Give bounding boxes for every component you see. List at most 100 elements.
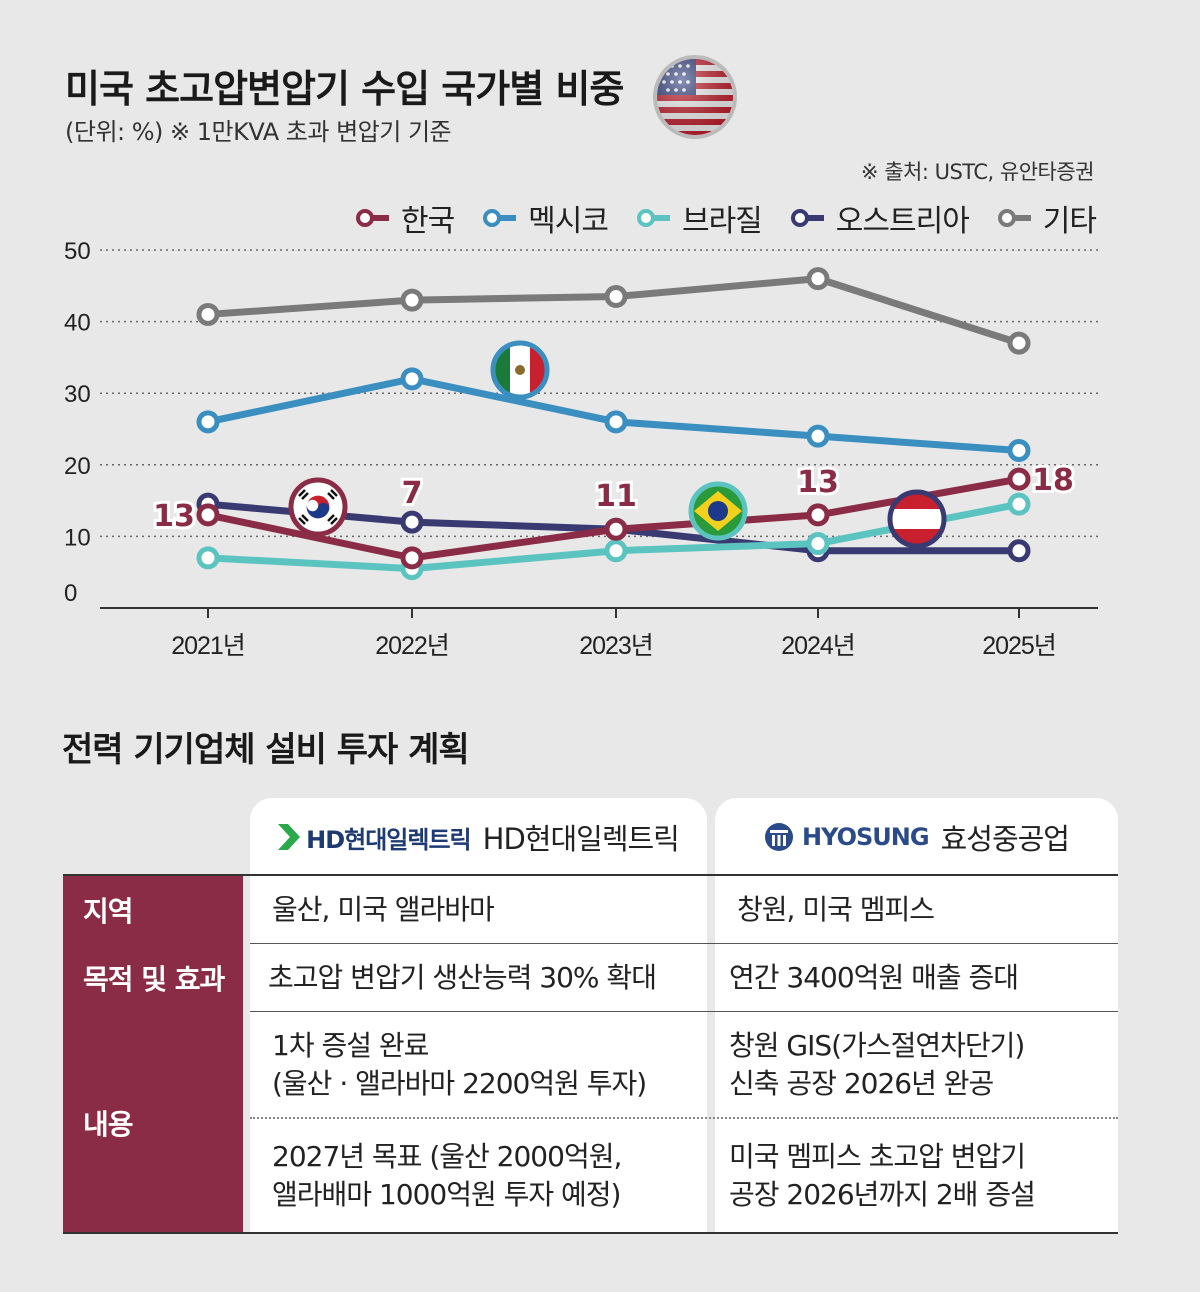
data-label-korea: 11 (595, 479, 637, 514)
page-subtitle: (단위: %) ※ 1만KVA 초과 변압기 기준 (65, 118, 452, 146)
hd-logo: HD현대일렉트릭 (278, 820, 472, 855)
cell-hyosung-region: 창원, 미국 멤피스 (715, 876, 1118, 944)
page-title: 미국 초고압변압기 수입 국가별 비중 (65, 67, 624, 111)
data-point (806, 267, 830, 291)
y-tick-label: 50 (64, 238, 91, 265)
cell-hd-region: 울산, 미국 앨라바마 (250, 876, 707, 944)
table-rule (250, 1011, 1118, 1012)
data-point (806, 532, 830, 556)
data-point (196, 410, 220, 434)
grid-lines: 0 10 20 30 40 50 (64, 238, 1098, 607)
x-tick-label: 2025년 (982, 632, 1056, 660)
hyosung-logo-text: HYOSUNG (802, 823, 930, 851)
chart-legend: 한국 멕시코 브라질 오스트리아 기타 (353, 196, 1097, 240)
cell-text: 울산, 미국 앨라바마 (272, 893, 495, 926)
data-point (1007, 492, 1031, 516)
legend-item-brazil: 브라질 (634, 196, 763, 240)
x-tick-label: 2021년 (171, 632, 245, 660)
hd-chevron-icon (278, 824, 301, 850)
data-point (1007, 467, 1031, 491)
data-point (806, 503, 830, 527)
x-tick-label: 2024년 (781, 632, 855, 660)
cell-text: 창원, 미국 멤피스 (737, 893, 935, 926)
brazil-flag-icon (688, 481, 748, 541)
data-point (604, 539, 628, 563)
y-tick-label: 40 (64, 310, 91, 337)
hyosung-emblem-icon (765, 823, 793, 851)
data-point (1007, 539, 1031, 563)
legend-label-austria: 오스트리아 (835, 204, 970, 239)
y-tick-label: 0 (64, 580, 77, 607)
cell-text: 미국 멤피스 초고압 변압기 (729, 1139, 1026, 1173)
x-tick-label: 2023년 (579, 632, 653, 660)
data-point (1007, 331, 1031, 355)
legend-item-korea: 한국 (353, 196, 455, 240)
country-flags (288, 340, 947, 549)
company-header-hyosung: HYOSUNG 효성중공업 (715, 798, 1118, 876)
table-rule (250, 943, 1118, 944)
legend-label-brazil: 브라질 (681, 204, 763, 239)
legend-item-austria: 오스트리아 (788, 196, 970, 240)
row-label-content: 내용 (63, 1012, 243, 1233)
data-point (196, 546, 220, 570)
cell-text: 창원 GIS(가스절연차단기) (729, 1029, 1025, 1062)
y-tick-label: 10 (64, 524, 91, 551)
data-point (196, 302, 220, 326)
data-label-korea: 18 (1032, 463, 1074, 498)
data-label-korea: 13 (797, 465, 839, 500)
data-point (400, 510, 424, 534)
korea-flag-icon (288, 477, 348, 537)
cell-hd-content-2: 2027년 목표 (울산 2000억원, 앨라배마 1000억원 투자 예정) (250, 1118, 707, 1233)
data-point (604, 517, 628, 541)
legend-marker-mexico (483, 209, 517, 227)
data-point (1007, 438, 1031, 462)
cell-text: 앨라배마 1000억원 투자 예정) (272, 1177, 621, 1211)
cell-hd-content-1: 1차 증설 완료 (울산 · 앨라바마 2200억원 투자) (250, 1012, 707, 1118)
cell-hyosung-purpose: 연간 3400억원 매출 증대 (715, 944, 1118, 1012)
mexico-flag-icon (490, 340, 550, 400)
cell-text: 초고압 변압기 생산능력 30% 확대 (268, 961, 657, 994)
hd-logo-text: HD현대일렉트릭 (306, 825, 471, 854)
data-point (196, 503, 220, 527)
data-label-korea: 7 (402, 476, 423, 511)
data-point (400, 546, 424, 570)
data-labels: 13 7 11 13 18 (150, 460, 1077, 537)
legend-marker-brazil (636, 209, 670, 227)
x-tick-label: 2022년 (375, 632, 449, 660)
y-tick-label: 30 (64, 381, 91, 408)
cell-text: 연간 3400억원 매출 증대 (729, 961, 1019, 994)
table-rule-bottom (63, 1232, 1118, 1234)
data-point (604, 285, 628, 309)
row-label-region: 지역 (63, 876, 243, 944)
company-header-hd: HD현대일렉트릭 HD현대일렉트릭 (250, 798, 707, 876)
data-point (604, 410, 628, 434)
cell-hyosung-content-1: 창원 GIS(가스절연차단기) 신축 공장 2026년 완공 (715, 1012, 1118, 1118)
cell-text: 1차 증설 완료 (272, 1029, 429, 1062)
us-flag-icon (653, 55, 737, 139)
cell-text: 공장 2026년까지 2배 증설 (729, 1177, 1036, 1211)
legend-item-other: 기타 (995, 196, 1097, 240)
table-rule-dotted (250, 1117, 1118, 1119)
data-point (400, 288, 424, 312)
legend-label-mexico: 멕시코 (528, 204, 609, 239)
cell-hyosung-content-2: 미국 멤피스 초고압 변압기 공장 2026년까지 2배 증설 (715, 1118, 1118, 1233)
line-chart: 0 10 20 30 40 50 2021년 2022년 2023년 2024년 2025년 (64, 238, 1098, 660)
legend-label-other: 기타 (1042, 204, 1097, 239)
y-tick-label: 20 (64, 453, 91, 480)
table-rule-top (63, 874, 1118, 876)
data-point (806, 424, 830, 448)
cell-hd-purpose: 초고압 변압기 생산능력 30% 확대 (250, 944, 707, 1012)
cell-text: 2027년 목표 (울산 2000억원, (272, 1139, 622, 1173)
source-note: ※ 출처: USTC, 유안타증권 (860, 160, 1095, 184)
cell-text: 신축 공장 2026년 완공 (729, 1067, 994, 1100)
legend-item-mexico: 멕시코 (480, 196, 609, 240)
investment-table: HD현대일렉트릭 HD현대일렉트릭 HYOSUNG 효성중공업 지역 목적 및 … (63, 798, 1118, 1234)
table-title: 전력 기기업체 설비 투자 계획 (62, 730, 470, 770)
company-name-hd: HD현대일렉트릭 (482, 822, 680, 856)
hyosung-logo: HYOSUNG (764, 822, 930, 852)
legend-marker-austria (790, 209, 824, 227)
company-name-hyosung: 효성중공업 (940, 822, 1070, 856)
data-label-korea: 13 (153, 499, 195, 534)
legend-marker-other (997, 209, 1031, 227)
data-point (400, 367, 424, 391)
